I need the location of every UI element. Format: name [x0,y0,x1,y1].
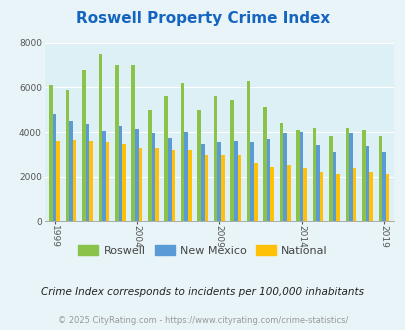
Bar [315,145,319,221]
Bar [122,144,126,221]
Bar [385,174,388,221]
Bar [106,142,109,221]
Bar [102,131,106,221]
Bar [69,121,72,221]
Bar [49,85,53,221]
Bar [164,96,168,221]
Text: Roswell Property Crime Index: Roswell Property Crime Index [76,11,329,26]
Bar [286,165,290,221]
Bar [213,96,217,221]
Bar [147,110,151,221]
Bar [85,124,89,221]
Bar [197,110,200,221]
Bar [53,114,56,221]
Bar [246,81,250,221]
Bar [283,133,286,221]
Bar [131,65,135,221]
Bar [303,168,306,221]
Bar [188,150,191,221]
Bar [135,129,139,221]
Bar [369,172,372,221]
Bar [266,139,270,221]
Bar [299,132,303,221]
Bar [118,126,122,221]
Bar [312,127,315,221]
Bar [66,90,69,221]
Bar [168,138,171,221]
Bar [381,152,385,221]
Bar [335,174,339,221]
Bar [184,132,188,221]
Bar [262,108,266,221]
Bar [230,100,233,221]
Bar [98,54,102,221]
Bar [377,137,381,221]
Bar [295,130,299,221]
Bar [180,83,184,221]
Bar [345,127,348,221]
Bar [361,130,365,221]
Bar [220,155,224,221]
Bar [204,155,208,221]
Bar [89,141,93,221]
Bar [237,155,241,221]
Bar [171,150,175,221]
Bar [139,148,142,221]
Bar [348,133,352,221]
Bar [151,133,155,221]
Bar [319,172,323,221]
Bar [365,147,369,221]
Bar [72,140,76,221]
Bar [270,167,273,221]
Bar [56,141,60,221]
Bar [254,163,257,221]
Bar [332,152,335,221]
Bar [217,142,220,221]
Bar [328,137,332,221]
Bar [155,148,158,221]
Bar [200,144,204,221]
Bar [233,141,237,221]
Bar [352,168,356,221]
Text: © 2025 CityRating.com - https://www.cityrating.com/crime-statistics/: © 2025 CityRating.com - https://www.city… [58,315,347,325]
Bar [82,70,85,221]
Bar [279,123,283,221]
Text: Crime Index corresponds to incidents per 100,000 inhabitants: Crime Index corresponds to incidents per… [41,287,364,297]
Bar [115,65,118,221]
Bar [250,142,254,221]
Legend: Roswell, New Mexico, National: Roswell, New Mexico, National [73,241,332,260]
